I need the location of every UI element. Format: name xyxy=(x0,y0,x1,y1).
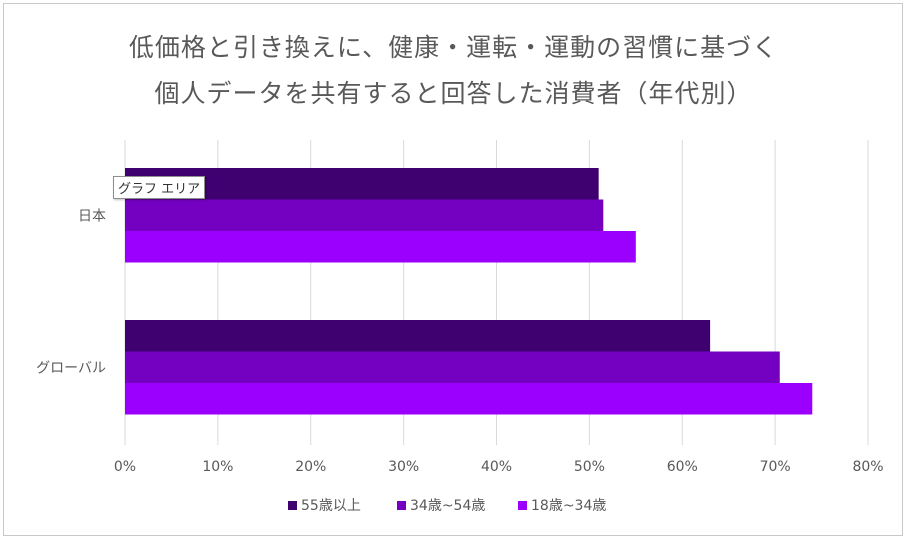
legend-label[interactable]: 55歳以上 xyxy=(301,498,361,514)
legend-label[interactable]: 34歳~54歳 xyxy=(410,498,485,514)
legend-swatch xyxy=(288,501,297,510)
category-label: 日本 xyxy=(78,208,106,224)
chart-area[interactable] xyxy=(3,3,903,536)
bar[interactable] xyxy=(125,231,636,263)
legend-label[interactable]: 18歳~34歳 xyxy=(531,498,606,514)
bar[interactable] xyxy=(125,351,780,384)
legend-swatch xyxy=(518,501,527,510)
chart-title-line-2: 個人データを共有すると回答した消費者（年代別） xyxy=(154,79,753,108)
bar[interactable] xyxy=(125,320,711,352)
x-tick-label: 0% xyxy=(114,459,136,475)
category-label: グローバル xyxy=(36,360,106,376)
x-tick-label: 20% xyxy=(295,459,326,475)
x-tick-label: 50% xyxy=(574,459,605,475)
legend-swatch xyxy=(397,501,406,510)
legend: 55歳以上 34歳~54歳 18歳~34歳 xyxy=(288,498,606,514)
x-tick-label: 30% xyxy=(388,459,419,475)
x-tick-label: 10% xyxy=(202,459,233,475)
x-tick-label: 80% xyxy=(852,459,883,475)
x-tick-label: 70% xyxy=(760,459,791,475)
x-axis-ticks: 0% 10% 20% 30% 40% 50% 60% 70% 80% xyxy=(114,459,884,475)
bar[interactable] xyxy=(125,199,604,232)
bar[interactable] xyxy=(125,383,813,415)
x-tick-label: 40% xyxy=(481,459,512,475)
bars xyxy=(125,168,813,415)
chart-title-line-1: 低価格と引き換えに、健康・運転・運動の習慣に基づく xyxy=(128,33,779,62)
x-tick-label: 60% xyxy=(667,459,698,475)
chart-area-tooltip: グラフ エリア xyxy=(113,176,206,199)
